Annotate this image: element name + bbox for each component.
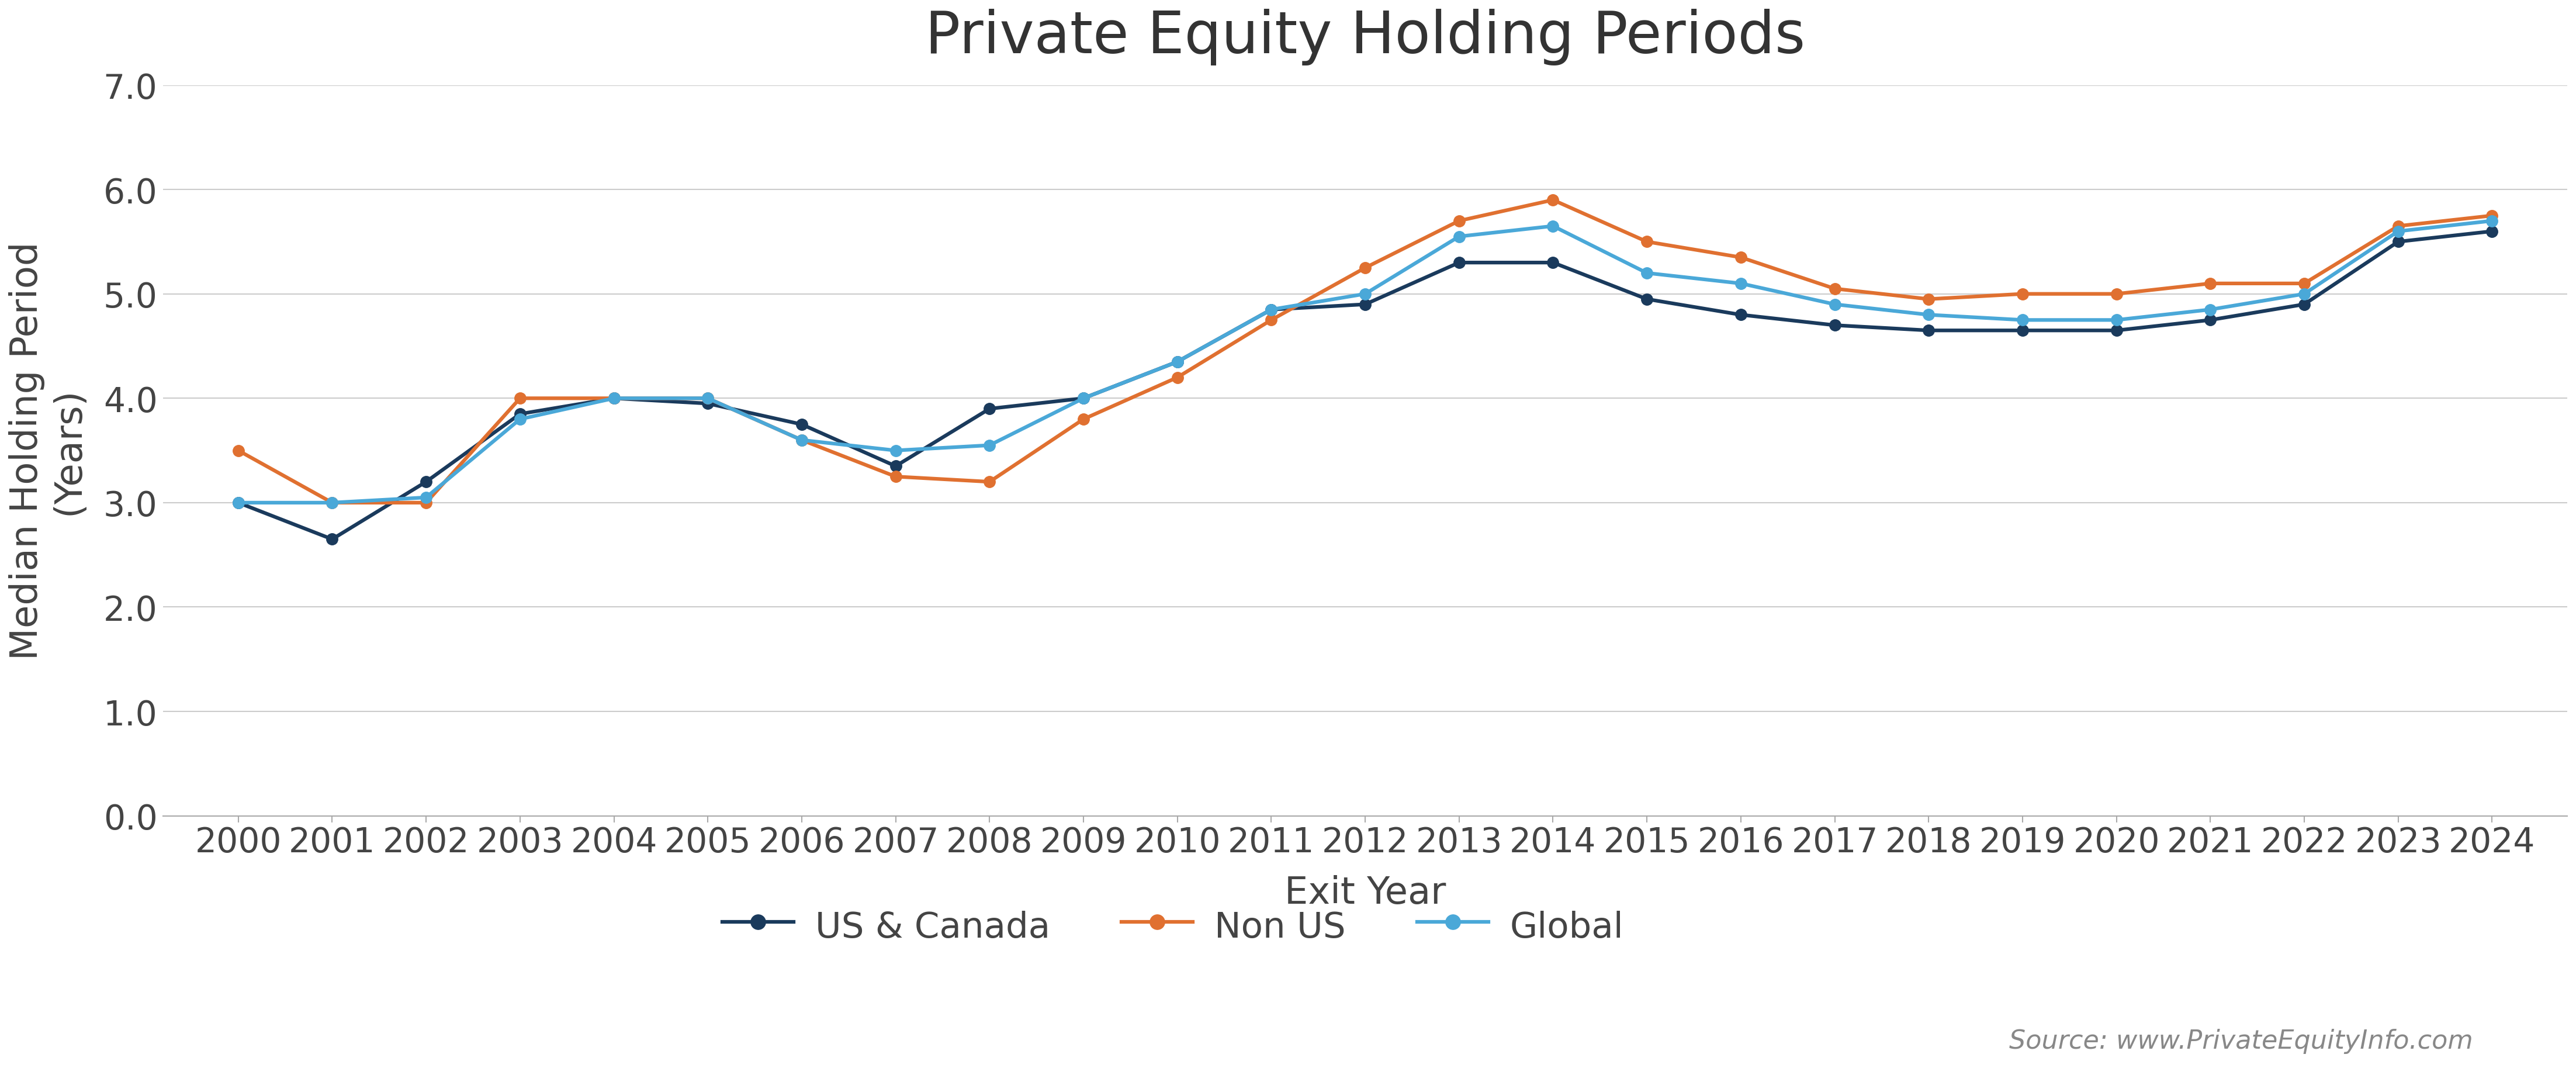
Global [505, 413, 536, 426]
Global [2195, 303, 2226, 316]
Non US [693, 392, 724, 405]
Non US [1819, 283, 1850, 296]
Global [1443, 230, 1473, 243]
Non US [1257, 314, 1288, 327]
US & Canada [2383, 235, 2414, 248]
US & Canada [2007, 325, 2038, 338]
Non US [1538, 194, 1569, 206]
US & Canada [317, 533, 348, 546]
Line: US & Canada: US & Canada [232, 226, 2499, 545]
Global [1257, 303, 1288, 316]
Non US [317, 497, 348, 510]
US & Canada [1443, 257, 1473, 270]
Global [598, 392, 629, 405]
Global [974, 439, 1005, 451]
Non US [1726, 252, 1757, 264]
US & Canada [1726, 309, 1757, 321]
Non US [2102, 288, 2133, 301]
US & Canada [1350, 298, 1381, 311]
Non US [786, 434, 817, 447]
US & Canada [222, 497, 252, 510]
US & Canada [1538, 257, 1569, 270]
Global [1538, 220, 1569, 233]
Non US [2476, 210, 2506, 223]
Non US [1162, 371, 1193, 384]
US & Canada [1257, 303, 1288, 316]
Global [2290, 288, 2321, 301]
US & Canada [410, 475, 440, 488]
US & Canada [693, 398, 724, 411]
Text: Source: www.PrivateEquityInfo.com: Source: www.PrivateEquityInfo.com [2009, 1029, 2473, 1054]
Non US [974, 475, 1005, 488]
US & Canada [1162, 356, 1193, 369]
Non US [2290, 277, 2321, 290]
Global [2476, 215, 2506, 228]
Non US [1069, 413, 1100, 426]
US & Canada [1914, 325, 1945, 338]
US & Canada [1069, 392, 1100, 405]
Y-axis label: Median Holding Period
(Years): Median Holding Period (Years) [8, 242, 88, 660]
Non US [410, 497, 440, 510]
Global [222, 497, 252, 510]
Global [881, 444, 912, 457]
Global [786, 434, 817, 447]
Global [1914, 309, 1945, 321]
Global [2007, 314, 2038, 327]
Global [1162, 356, 1193, 369]
US & Canada [2290, 298, 2321, 311]
US & Canada [2195, 314, 2226, 327]
Global [1069, 392, 1100, 405]
Global [1631, 267, 1662, 280]
Non US [505, 392, 536, 405]
Non US [881, 471, 912, 484]
Global [1350, 288, 1381, 301]
US & Canada [786, 418, 817, 431]
Global [2102, 314, 2133, 327]
US & Canada [881, 460, 912, 473]
Global [1726, 277, 1757, 290]
Non US [2007, 288, 2038, 301]
X-axis label: Exit Year: Exit Year [1285, 875, 1445, 912]
Global [693, 392, 724, 405]
Non US [1350, 262, 1381, 275]
Global [410, 491, 440, 504]
Line: Non US: Non US [232, 195, 2499, 508]
Legend: US & Canada, Non US, Global: US & Canada, Non US, Global [708, 892, 1638, 959]
Non US [1631, 235, 1662, 248]
Line: Global: Global [232, 216, 2499, 508]
Non US [2195, 277, 2226, 290]
Non US [1443, 215, 1473, 228]
US & Canada [598, 392, 629, 405]
US & Canada [1631, 293, 1662, 306]
US & Canada [505, 407, 536, 420]
Non US [222, 444, 252, 457]
US & Canada [974, 403, 1005, 416]
Non US [2383, 220, 2414, 233]
US & Canada [2476, 226, 2506, 239]
Global [2383, 226, 2414, 239]
Global [317, 497, 348, 510]
Title: Private Equity Holding Periods: Private Equity Holding Periods [925, 9, 1806, 66]
Global [1819, 298, 1850, 311]
Non US [1914, 293, 1945, 306]
US & Canada [1819, 319, 1850, 332]
US & Canada [2102, 325, 2133, 338]
Non US [598, 392, 629, 405]
